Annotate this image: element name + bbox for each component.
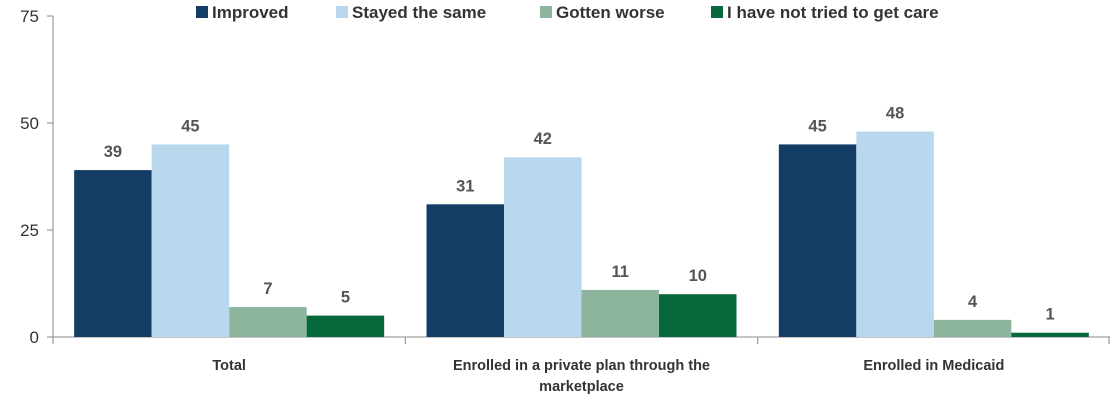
legend-swatch [711,6,723,18]
legend: Improved Stayed the same Gotten worse I hav… [196,3,939,22]
data-label: 48 [886,105,904,123]
data-label: 4 [968,293,978,311]
y-tick-label: 25 [20,221,39,240]
data-label: 42 [534,130,552,148]
bar [778,144,857,337]
data-label: 39 [104,143,122,161]
data-label: 11 [612,263,629,281]
y-tick-label: 50 [20,114,39,133]
bar [933,319,1012,337]
legend-label: Gotten worse [556,3,665,22]
x-category-label: Enrolled in a private plan through the [453,358,710,374]
bar [504,157,582,337]
y-tick-label: 75 [20,7,39,26]
bar [306,315,385,337]
legend-label: Stayed the same [352,3,486,22]
bars [74,131,1089,337]
bar [659,294,737,337]
legend-swatch [336,6,348,18]
bar [856,131,934,337]
legend-swatch [196,6,208,18]
x-category-label: Enrolled in Medicaid [863,358,1004,374]
legend-label: Improved [212,3,289,22]
data-label: 45 [181,117,199,135]
bar [229,307,307,337]
bar [151,144,230,337]
x-category-label: marketplace [539,379,624,395]
bar [74,170,152,337]
data-label: 7 [263,280,272,298]
bar [426,204,504,337]
bar [581,289,659,337]
legend-swatch [540,6,552,18]
x-category-label: Total [212,358,246,374]
y-tick-label: 0 [30,328,39,347]
data-label: 5 [341,289,350,307]
data-label: 31 [456,177,474,195]
data-label: 1 [1045,306,1054,324]
data-label: 10 [689,267,707,285]
data-label: 45 [808,117,826,135]
bar [1011,332,1089,337]
legend-label: I have not tried to get care [727,3,939,22]
